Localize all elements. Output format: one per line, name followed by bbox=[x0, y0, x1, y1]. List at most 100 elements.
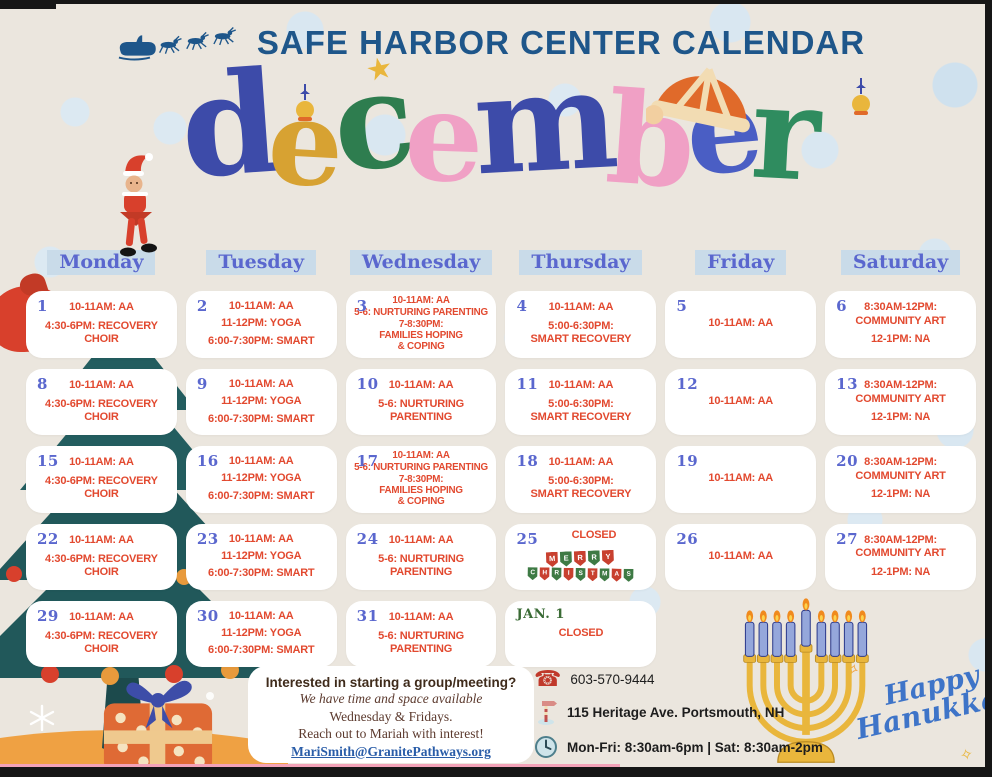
weekday-header: Tuesday bbox=[186, 250, 337, 275]
banner-pennant: S bbox=[576, 568, 586, 581]
day-events: 10-11AM: AA 11-12PM: YOGA 6:00-7:30PM: SMA… bbox=[192, 606, 331, 662]
calendar-day-cell: 16 10-11AM: AA 11-12PM: YOGA 6:00-7:30PM: S… bbox=[185, 445, 337, 513]
calendar-day-cell: 8 10-11AM: AA 4:30-6PM: RECOVERY CHOIR bbox=[26, 368, 177, 435]
day-number: JAN. 1 bbox=[516, 606, 565, 622]
calendar-day-cell: 13 8:30AM-12PM: COMMUNITY ART 12-1PM: NA bbox=[825, 368, 976, 435]
event-text: 10-11AM: AA bbox=[708, 550, 774, 563]
day-events: 10-11AM: AA 11-12PM: YOGA 6:00-7:30PM: SMA… bbox=[192, 451, 331, 507]
event-text: 5:00-6:30PM: SMART RECOVERY bbox=[530, 474, 632, 501]
calendar-day-cell: 25 CLOSED M E R R Y C H R I S T M A S bbox=[505, 523, 657, 590]
day-events: 10-11AM: AA 4:30-6PM: RECOVERY CHOIR bbox=[32, 451, 171, 507]
day-events: 8:30AM-12PM: COMMUNITY ART 12-1PM: NA bbox=[831, 529, 970, 585]
banner-pennant: T bbox=[588, 568, 598, 581]
event-text: 8:30AM-12PM: COMMUNITY ART bbox=[855, 534, 946, 560]
banner-pennant: S bbox=[624, 568, 634, 581]
banner-pennant: M bbox=[546, 551, 559, 566]
event-text: 10-11AM: AA bbox=[548, 379, 614, 392]
banner-pennant: C bbox=[528, 567, 538, 580]
event-text: 5-6: NURTURING PARENTING bbox=[378, 397, 464, 424]
day-number: 24 bbox=[356, 529, 379, 548]
day-number: 12 bbox=[676, 374, 699, 393]
event-text: 7-8:30PM: FAMILIES HOPING & COPING bbox=[379, 473, 463, 507]
calendar-day-cell: 30 10-11AM: AA 11-12PM: YOGA 6:00-7:30PM: S… bbox=[185, 600, 337, 667]
phone-row: ☎ 603-570-9444 bbox=[534, 668, 764, 690]
event-text: 12-1PM: NA bbox=[871, 488, 931, 501]
bell-ornament-graphic bbox=[852, 78, 870, 115]
event-text: 4:30-6PM: RECOVERY CHOIR bbox=[45, 474, 158, 501]
day-events: 10-11AM: AA bbox=[671, 451, 810, 507]
banner-pennant: M bbox=[600, 568, 610, 581]
info-line: Reach out to Mariah with interest! bbox=[298, 726, 484, 742]
email-link[interactable]: MariSmith@GranitePathways.org bbox=[291, 743, 491, 759]
banner-pennant: I bbox=[564, 567, 574, 580]
event-text: 10-11AM: AA bbox=[228, 609, 294, 622]
event-text: 6:00-7:30PM: SMART bbox=[208, 334, 315, 347]
pink-trim-line bbox=[0, 764, 620, 767]
event-text: 4:30-6PM: RECOVERY CHOIR bbox=[45, 629, 158, 655]
event-text: 10-11AM: AA bbox=[708, 395, 774, 408]
day-events: CLOSED bbox=[511, 529, 650, 549]
calendar-day-cell: JAN. 1 CLOSED bbox=[505, 600, 657, 667]
month-letter: e bbox=[401, 63, 476, 212]
day-events: 10-11AM: AA 11-12PM: YOGA 6:00-7:30PM: SMA… bbox=[192, 374, 331, 430]
calendar-day-cell: 22 10-11AM: AA 4:30-6PM: RECOVERY CHOIR bbox=[26, 523, 177, 590]
day-events: 10-11AM: AA 4:30-6PM: RECOVERY CHOIR bbox=[32, 529, 171, 585]
event-text: 10-11AM: AA bbox=[69, 611, 134, 624]
weekday-label: Monday bbox=[47, 250, 156, 275]
day-events: 10-11AM: AA 11-12PM: YOGA 6:00-7:30PM: SMA… bbox=[192, 296, 331, 352]
weekday-label: Wednesday bbox=[349, 250, 493, 275]
calendar-day-cell: 9 10-11AM: AA 11-12PM: YOGA 6:00-7:30PM: SM… bbox=[185, 368, 337, 435]
day-events: 8:30AM-12PM: COMMUNITY ART 12-1PM: NA bbox=[831, 296, 970, 352]
day-number: 1 bbox=[37, 297, 48, 315]
event-text: 8:30AM-12PM: COMMUNITY ART bbox=[855, 456, 946, 482]
day-number: 22 bbox=[37, 529, 59, 548]
calendar-empty-cell bbox=[665, 601, 816, 667]
calendar-day-cell: 4 10-11AM: AA 5:00-6:30PM: SMART RECOVERY bbox=[505, 291, 657, 358]
day-number: 6 bbox=[836, 297, 848, 315]
clock-icon bbox=[535, 736, 557, 758]
info-line: Wednesday & Fridays. bbox=[329, 708, 453, 724]
day-number: 17 bbox=[356, 451, 379, 470]
event-text: 5-6: NURTURING PARENTING bbox=[378, 552, 464, 578]
page-title: SAFE HARBOR CENTER CALENDAR bbox=[256, 24, 866, 61]
weekday-header: Friday bbox=[665, 250, 816, 275]
day-events: 10-11AM: AA bbox=[671, 374, 810, 430]
calendar-grid: Monday Tuesday Wednesday Thursday Friday Satu… bbox=[26, 250, 976, 667]
event-text: 10-11AM: AA bbox=[69, 301, 134, 314]
event-text: 11-12PM: YOGA bbox=[221, 472, 302, 485]
day-number: 31 bbox=[356, 606, 379, 625]
event-text: 10-11AM: AA bbox=[69, 456, 134, 469]
day-number: 19 bbox=[676, 451, 699, 470]
day-events: 10-11AM: AA bbox=[671, 529, 810, 585]
event-text: 10-11AM: AA bbox=[388, 611, 454, 624]
weekday-label: Thursday bbox=[519, 250, 643, 275]
day-number: 27 bbox=[836, 529, 859, 548]
month-letter: m bbox=[469, 39, 612, 207]
event-text: 4:30-6PM: RECOVERY CHOIR bbox=[45, 397, 158, 424]
banner-pennant: H bbox=[540, 567, 550, 580]
day-events: 10-11AM: AA 11-12PM: YOGA 6:00-7:30PM: SMA… bbox=[192, 529, 331, 585]
day-events: 10-11AM: AA 5-6: NURTURING PARENTING bbox=[352, 374, 491, 430]
weekday-label: Saturday bbox=[840, 250, 961, 275]
calendar-day-cell: 29 10-11AM: AA 4:30-6PM: RECOVERY CHOIR bbox=[26, 600, 177, 667]
snowflake-graphic bbox=[29, 704, 55, 732]
day-events: 10-11AM: AA 5-6: NURTURING PARENTING bbox=[352, 606, 491, 662]
winter-hat-graphic bbox=[646, 67, 750, 133]
hours-row: Mon-Fri: 8:30am-6pm | Sat: 8:30am-2pm bbox=[534, 734, 823, 760]
event-text: 8:30AM-12PM: COMMUNITY ART bbox=[855, 301, 946, 327]
day-number: 13 bbox=[836, 374, 859, 393]
day-number: 8 bbox=[37, 374, 48, 393]
day-events: 10-11AM: AA 5-6: NURTURING PARENTING bbox=[352, 529, 491, 585]
calendar-day-cell: 27 8:30AM-12PM: COMMUNITY ART 12-1PM: NA bbox=[825, 523, 976, 590]
calendar-day-cell: 3 10-11AM: AA 5-6: NURTURING PARENTING 7-8:… bbox=[345, 291, 497, 358]
hours-text: Mon-Fri: 8:30am-6pm | Sat: 8:30am-2pm bbox=[567, 739, 823, 755]
event-text: 6:00-7:30PM: SMART bbox=[208, 644, 315, 657]
calendar-day-cell: 19 10-11AM: AA bbox=[665, 445, 817, 513]
day-number: 11 bbox=[516, 374, 539, 393]
event-text: 4:30-6PM: RECOVERY CHOIR bbox=[45, 552, 158, 578]
day-number: 18 bbox=[516, 451, 539, 470]
window-edge-top bbox=[0, 0, 992, 4]
calendar-day-cell: 6 8:30AM-12PM: COMMUNITY ART 12-1PM: NA bbox=[825, 291, 976, 358]
day-events: 10-11AM: AA 5:00-6:30PM: SMART RECOVERY bbox=[511, 451, 650, 507]
